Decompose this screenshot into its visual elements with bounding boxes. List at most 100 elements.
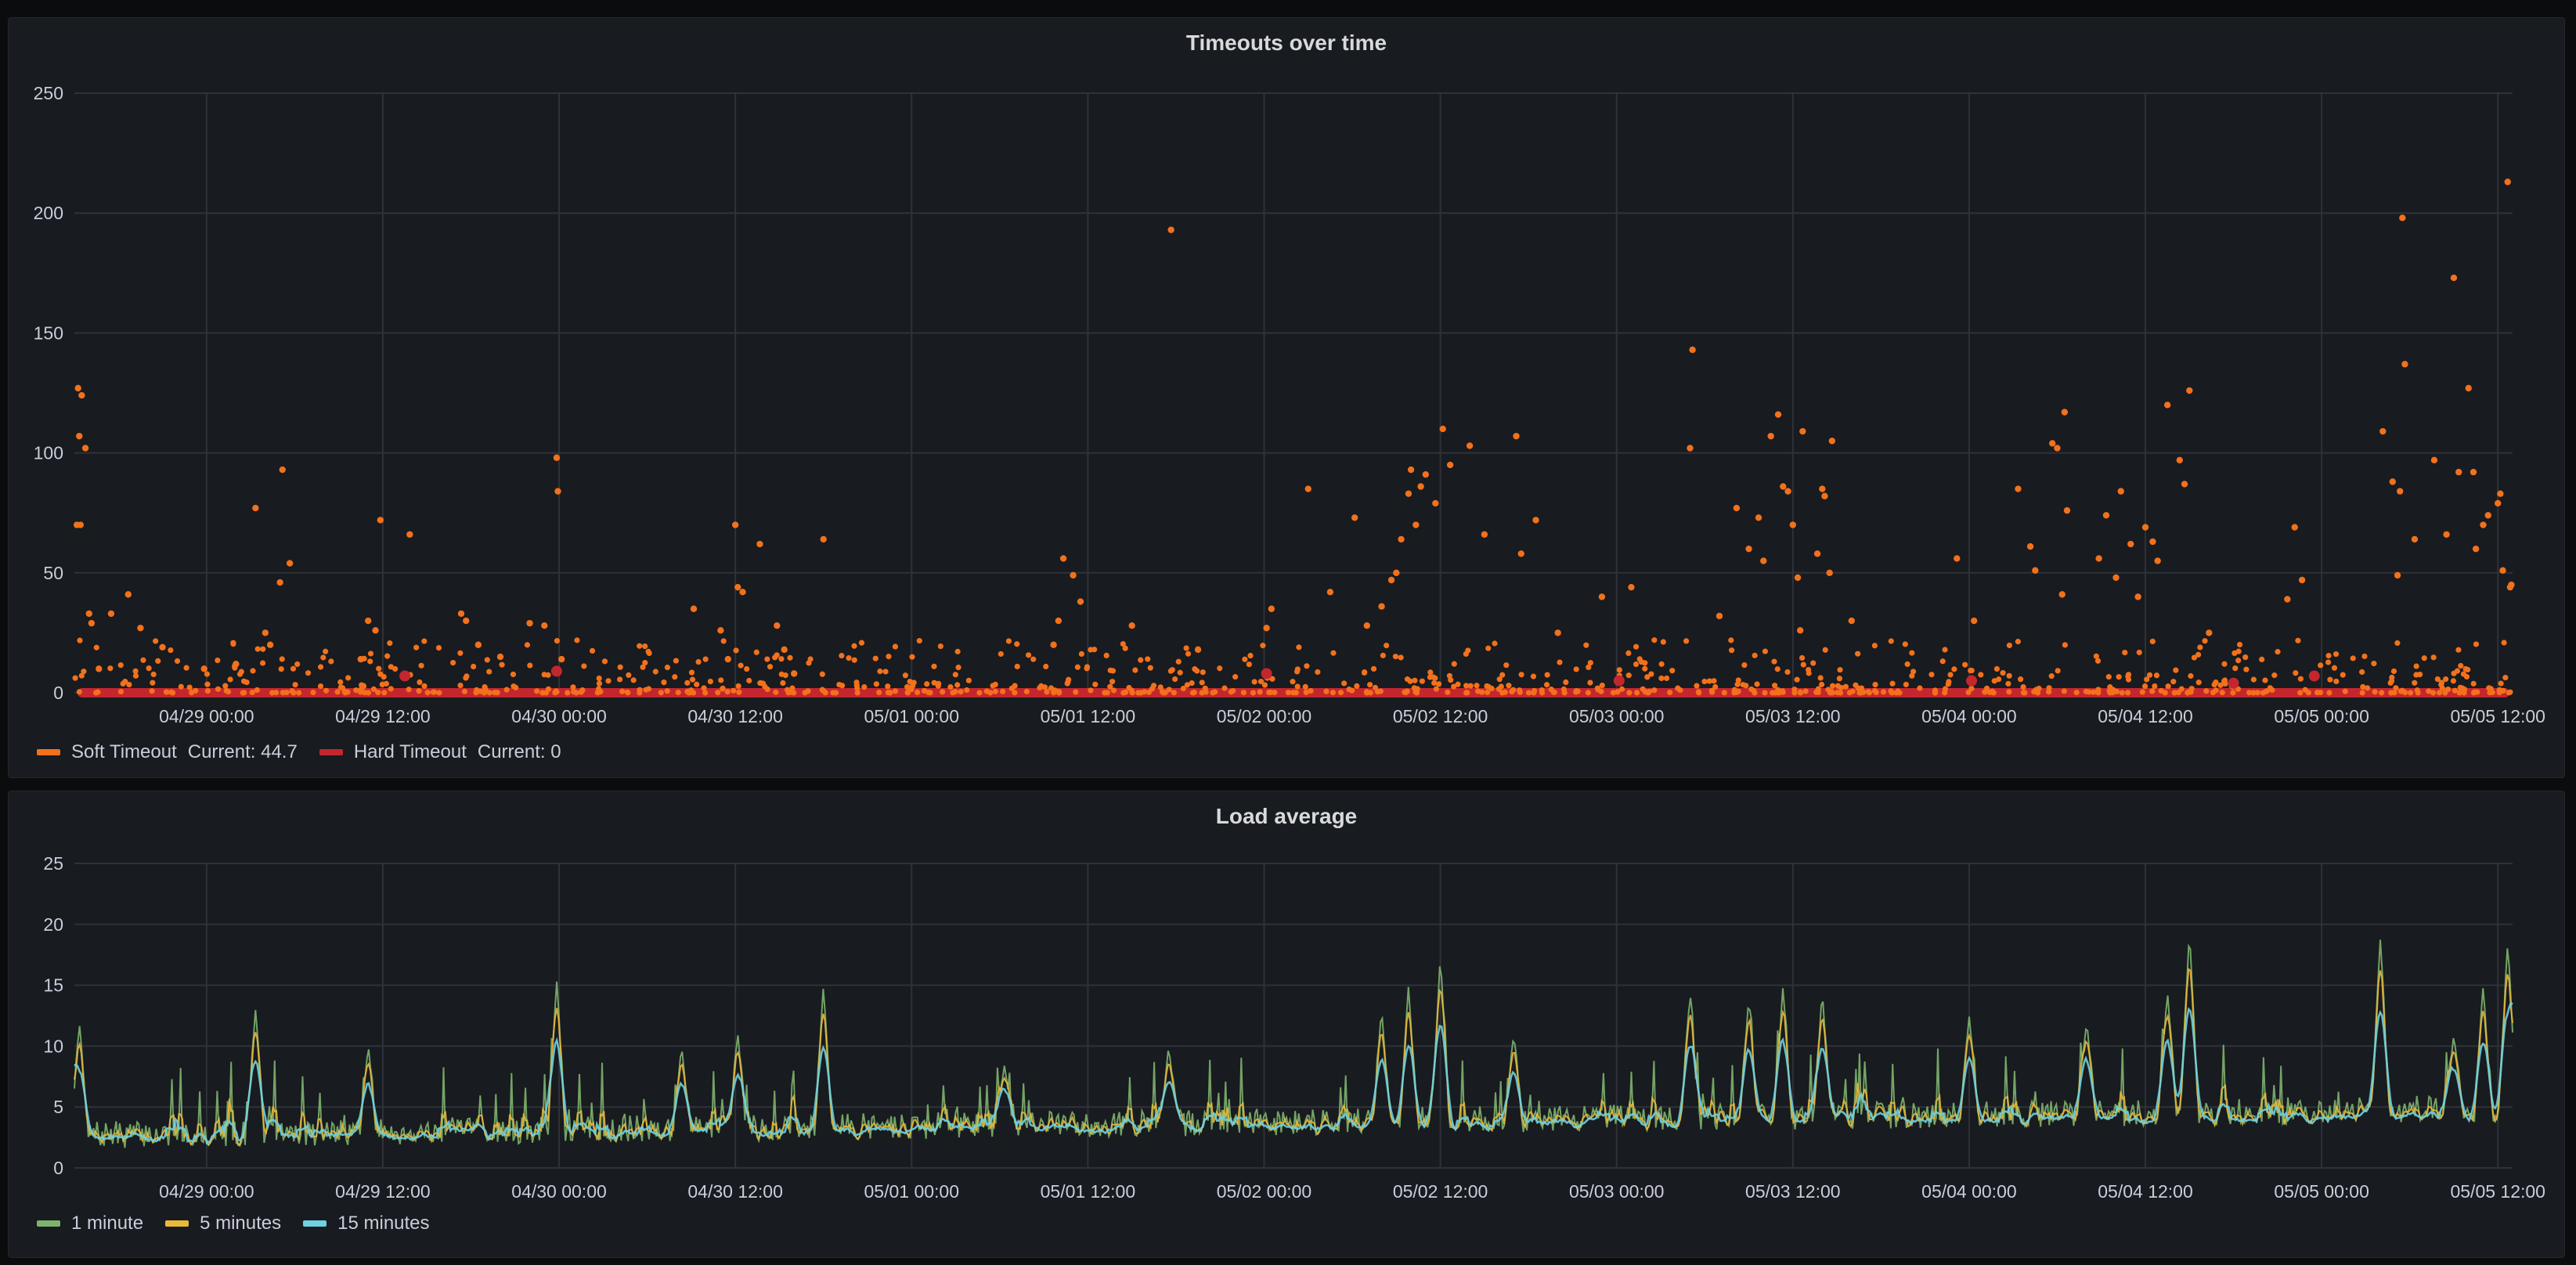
soft-timeout-point bbox=[1084, 664, 1091, 670]
soft-timeout-point bbox=[2242, 654, 2249, 661]
soft-timeout-point bbox=[359, 682, 365, 688]
soft-timeout-point bbox=[717, 627, 724, 634]
soft-timeout-point bbox=[1826, 569, 1833, 576]
y-tick-label: 100 bbox=[34, 443, 63, 463]
soft-timeout-point bbox=[1138, 657, 1144, 663]
soft-timeout-point bbox=[1872, 681, 1878, 688]
soft-timeout-point bbox=[1990, 690, 1997, 696]
soft-timeout-point bbox=[1889, 680, 1896, 687]
soft-timeout-point bbox=[2480, 521, 2487, 528]
soft-timeout-point bbox=[1246, 661, 1252, 668]
soft-timeout-point bbox=[1586, 664, 1592, 671]
soft-timeout-point bbox=[2462, 665, 2469, 672]
soft-timeout-point bbox=[778, 671, 785, 677]
soft-timeout-point bbox=[1088, 647, 1094, 653]
soft-timeout-point bbox=[1513, 432, 1520, 440]
soft-timeout-point bbox=[1269, 676, 1275, 682]
soft-timeout-point bbox=[1880, 689, 1887, 695]
soft-timeout-point bbox=[1800, 661, 1806, 668]
soft-timeout-point bbox=[998, 651, 1004, 658]
soft-timeout-point bbox=[1044, 689, 1050, 695]
soft-timeout-point bbox=[2117, 488, 2124, 495]
soft-timeout-point bbox=[778, 656, 785, 662]
soft-timeout-point bbox=[916, 637, 922, 644]
legend-item-hard-timeout[interactable]: Hard Timeout Current: 0 bbox=[319, 741, 561, 763]
soft-timeout-point bbox=[579, 687, 586, 694]
soft-timeout-point bbox=[2390, 668, 2397, 675]
soft-timeout-point bbox=[375, 690, 381, 696]
timeouts-chart: 0 50 100 150 200 250 04/29 00:00 04/29 12:00 04/… bbox=[34, 83, 2545, 726]
soft-timeout-point bbox=[150, 679, 156, 686]
soft-timeout-point bbox=[2036, 685, 2042, 692]
soft-timeout-point bbox=[886, 654, 892, 660]
soft-timeout-point bbox=[1405, 490, 1412, 497]
hard-timeout-point bbox=[2308, 670, 2320, 682]
soft-timeout-point bbox=[2015, 485, 2022, 492]
soft-timeout-point bbox=[1025, 652, 1032, 658]
soft-timeout-point bbox=[596, 675, 602, 682]
soft-timeout-point bbox=[853, 679, 860, 686]
soft-timeout-point bbox=[2250, 676, 2257, 683]
soft-timeout-point bbox=[2203, 688, 2210, 694]
soft-timeout-point bbox=[233, 661, 240, 668]
soft-timeout-point bbox=[2149, 638, 2156, 645]
soft-timeout-point bbox=[381, 673, 387, 680]
soft-timeout-point bbox=[2086, 689, 2092, 695]
panel-title: Timeouts over time bbox=[1185, 31, 1387, 55]
legend-item-5-minutes[interactable]: 5 minutes bbox=[165, 1213, 281, 1234]
soft-timeout-point bbox=[367, 658, 373, 665]
soft-timeout-point bbox=[1189, 690, 1196, 696]
soft-timeout-point bbox=[2436, 690, 2443, 696]
soft-timeout-point bbox=[1149, 686, 1155, 692]
x-tick-label: 04/29 00:00 bbox=[159, 1181, 254, 1202]
soft-timeout-point bbox=[510, 671, 517, 678]
soft-timeout-point bbox=[204, 687, 211, 694]
y-tick-label: 10 bbox=[43, 1036, 63, 1056]
legend-item-15-minutes[interactable]: 15 minutes bbox=[303, 1213, 430, 1234]
soft-timeout-point bbox=[1128, 622, 1135, 629]
soft-timeout-point bbox=[1701, 678, 1708, 685]
soft-timeout-point bbox=[1202, 685, 1208, 691]
soft-timeout-point bbox=[2149, 688, 2156, 694]
soft-timeout-point bbox=[1799, 654, 1806, 661]
legend-label: Hard Timeout bbox=[353, 741, 467, 762]
soft-timeout-point bbox=[565, 690, 571, 696]
soft-timeout-point bbox=[731, 687, 737, 694]
soft-timeout-point bbox=[746, 677, 752, 684]
soft-timeout-point bbox=[581, 663, 587, 669]
soft-timeout-point bbox=[1871, 643, 1878, 649]
soft-timeout-point bbox=[1329, 690, 1337, 696]
soft-timeout-point bbox=[2139, 689, 2145, 695]
soft-timeout-point bbox=[1212, 689, 1218, 695]
soft-timeout-point bbox=[1048, 685, 1055, 691]
soft-timeout-point bbox=[1675, 685, 1681, 691]
legend-item-1-minute[interactable]: 1 minute bbox=[37, 1213, 143, 1234]
soft-timeout-point bbox=[1770, 690, 1776, 696]
legend-item-soft-timeout[interactable]: Soft Timeout Current: 44.7 bbox=[37, 741, 298, 763]
soft-timeout-point bbox=[658, 690, 664, 696]
soft-timeout-point bbox=[1848, 617, 1856, 625]
soft-timeout-point bbox=[1928, 672, 1935, 678]
soft-timeout-point bbox=[802, 690, 808, 696]
soft-timeout-point bbox=[1638, 659, 1645, 665]
soft-timeout-point bbox=[619, 688, 626, 694]
soft-timeout-point bbox=[1088, 687, 1094, 694]
soft-timeout-point bbox=[387, 640, 393, 647]
soft-timeout-point bbox=[1183, 645, 1189, 651]
soft-timeout-point bbox=[1177, 669, 1183, 676]
soft-timeout-point bbox=[2191, 654, 2198, 661]
soft-timeout-point bbox=[1109, 679, 1116, 685]
soft-timeout-point bbox=[574, 637, 580, 643]
soft-timeout-point bbox=[117, 688, 124, 695]
soft-timeout-point bbox=[921, 687, 928, 694]
soft-timeout-point bbox=[2506, 690, 2512, 696]
soft-timeout-point bbox=[661, 679, 667, 686]
soft-timeout-point bbox=[637, 643, 643, 649]
soft-timeout-point bbox=[1431, 679, 1438, 687]
soft-timeout-point bbox=[646, 650, 652, 657]
soft-timeout-point bbox=[2325, 659, 2332, 665]
soft-timeout-point bbox=[1221, 685, 1228, 691]
x-tick-label: 05/01 00:00 bbox=[864, 1181, 960, 1202]
soft-timeout-point bbox=[2317, 689, 2324, 696]
soft-timeout-point bbox=[2144, 676, 2150, 683]
